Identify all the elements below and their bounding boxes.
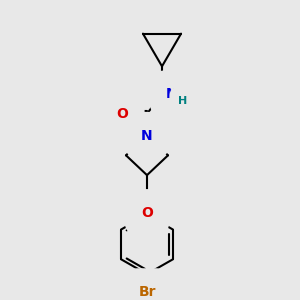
Text: N: N bbox=[141, 129, 153, 142]
Text: Br: Br bbox=[138, 285, 156, 299]
Text: O: O bbox=[116, 107, 128, 121]
Text: O: O bbox=[141, 206, 153, 220]
Text: H: H bbox=[178, 96, 188, 106]
Text: N: N bbox=[166, 87, 178, 101]
